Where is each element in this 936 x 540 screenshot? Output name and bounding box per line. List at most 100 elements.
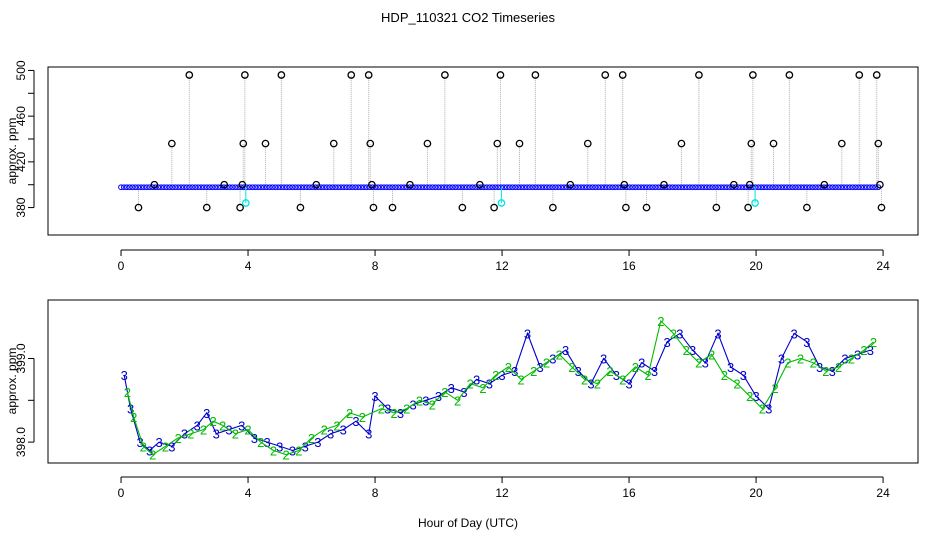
baseline-point <box>741 184 747 191</box>
outlier-point <box>583 139 592 148</box>
baseline-point <box>275 184 282 191</box>
baseline-point <box>455 184 462 191</box>
baseline-point <box>441 184 447 191</box>
baseline-point <box>509 184 516 191</box>
outlier-point <box>747 139 756 148</box>
series-3-point: 3 <box>422 393 429 408</box>
baseline-point <box>855 184 862 191</box>
baseline-point <box>592 184 599 191</box>
series-3-point: 3 <box>778 352 785 367</box>
baseline-point <box>612 184 619 191</box>
series-3-point: 3 <box>352 414 359 429</box>
series-3-point: 3 <box>327 427 334 442</box>
baseline-point <box>549 184 556 191</box>
series-3-point: 3 <box>587 377 594 392</box>
series-2-point: 2 <box>632 360 639 375</box>
bottom-x-axis: 0 4 8 12 16 20 24 <box>118 476 890 500</box>
baseline-point <box>295 184 302 191</box>
baseline-point <box>198 184 204 191</box>
baseline-point <box>432 184 439 191</box>
series-2-point: 2 <box>283 448 290 463</box>
special-point <box>497 199 506 207</box>
bottom-plot-frame <box>47 299 919 464</box>
outlier-point <box>150 180 159 189</box>
series-2-point: 2 <box>244 423 251 438</box>
baseline-point <box>558 184 565 191</box>
baseline-point <box>641 184 647 191</box>
outlier-point <box>388 203 397 212</box>
series-2-point: 2 <box>759 402 766 417</box>
series-2-point: 2 <box>505 360 512 375</box>
baseline-point <box>775 184 782 191</box>
baseline-point <box>446 184 453 191</box>
baseline-point <box>458 184 464 191</box>
baseline-point <box>126 184 133 191</box>
series-2-point: 2 <box>517 372 524 387</box>
baseline-point <box>783 184 790 191</box>
outlier-point <box>549 203 557 212</box>
series-3-point: 3 <box>156 435 163 450</box>
baseline-point <box>355 184 362 191</box>
baseline-point <box>835 184 842 191</box>
series-3-point: 3 <box>146 443 153 458</box>
baseline-point <box>341 184 347 191</box>
top-x-tick-label: 16 <box>622 259 636 273</box>
outlier-point <box>369 203 378 212</box>
baseline-point <box>869 184 876 191</box>
baseline-point <box>858 184 865 191</box>
series-2-point: 2 <box>870 335 877 350</box>
outlier-point <box>312 180 321 189</box>
outlier-point <box>277 71 286 79</box>
baseline-point <box>463 184 470 191</box>
series-2-point: 2 <box>232 427 239 442</box>
baseline-point <box>383 184 390 191</box>
baseline-point <box>786 184 793 191</box>
baseline-point <box>386 184 393 191</box>
baseline-point <box>803 184 810 191</box>
series-2-point: 2 <box>187 427 194 442</box>
series-2-point: 2 <box>479 381 486 396</box>
special-point <box>751 199 759 207</box>
baseline-point <box>598 184 605 191</box>
top-y-axis: 380 420 460 500 <box>14 60 35 218</box>
baseline-point <box>798 184 805 191</box>
chart-title: HDP_110321 CO2 Timeseries <box>381 10 555 25</box>
series-3-point: 3 <box>676 326 683 341</box>
baseline-point <box>766 184 773 191</box>
baseline-point <box>792 184 799 191</box>
outlier-point <box>496 71 505 79</box>
baseline-point <box>703 184 710 191</box>
baseline-point <box>223 184 230 191</box>
top-y-tick-label: 500 <box>14 60 28 80</box>
series-3-point: 3 <box>867 343 874 358</box>
series-2-point: 2 <box>797 352 804 367</box>
baseline-point <box>212 184 219 191</box>
series-3-point: 3 <box>384 402 391 417</box>
baseline-point <box>832 184 839 191</box>
baseline-point <box>289 184 296 191</box>
baseline-point <box>866 184 873 191</box>
series-3-point: 3 <box>203 406 210 421</box>
series-3-point: 3 <box>302 439 309 454</box>
baseline-point <box>326 184 333 191</box>
series-2-point: 2 <box>835 360 842 375</box>
outlier-point <box>441 71 449 79</box>
baseline-point <box>578 184 585 191</box>
series-3-point: 3 <box>238 418 245 433</box>
outlier-point <box>620 180 629 189</box>
series-2-point: 2 <box>721 368 728 383</box>
series-3-point: 3 <box>340 423 347 438</box>
baseline-point <box>526 184 533 191</box>
baseline-point <box>252 184 259 191</box>
baseline-point <box>418 184 424 191</box>
series-2-point: 2 <box>257 435 264 450</box>
series-3-point: 3 <box>448 381 455 396</box>
baseline-point <box>706 184 713 191</box>
bottom-y-tick-label: 398.0 <box>14 427 28 457</box>
outlier-point <box>236 203 244 212</box>
baseline-point <box>861 184 867 191</box>
series-3-point: 3 <box>575 364 582 379</box>
baseline-point <box>323 184 330 191</box>
outlier-point <box>134 203 143 212</box>
baseline-point <box>269 184 276 191</box>
